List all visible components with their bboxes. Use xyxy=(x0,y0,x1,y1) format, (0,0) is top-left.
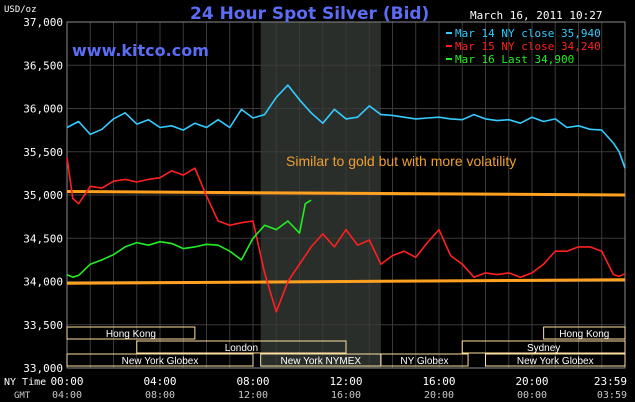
session-label: Hong Kong xyxy=(559,329,609,340)
market-sessions: Hong Kong Hong Kong London Sydney New York G… xyxy=(66,326,626,367)
legend-entry-mar14: Mar 14 NY close 35,940 xyxy=(455,27,601,40)
x-tick-label-gmt: 12:00 xyxy=(238,390,268,401)
support-lines xyxy=(66,190,626,285)
y-tick-label: 37,000 xyxy=(23,16,63,29)
chart-annotation: Similar to gold but with more volatility xyxy=(286,153,516,169)
legend-entry-mar16: Mar 16 Last 34,900 xyxy=(455,53,574,66)
x-tick-label-ny: 04:00 xyxy=(143,375,176,388)
x-tick-label-gmt: 16:00 xyxy=(331,390,361,401)
session-label: Sydney xyxy=(527,343,560,354)
x-tick-label-gmt: 08:00 xyxy=(145,390,175,401)
series-line-mar-16 xyxy=(66,199,312,279)
x-tick-label-ny: 16:00 xyxy=(422,375,455,388)
session-label: Hong Kong xyxy=(106,329,156,340)
session-label: New York Globex xyxy=(517,356,594,367)
session-label: New York NYMEX xyxy=(280,356,361,367)
session-box xyxy=(66,326,196,340)
x-tick-label-ny: 20:00 xyxy=(515,375,548,388)
session-box xyxy=(543,326,626,340)
y-axis-ticks: 33,000 33,500 34,000 34,500 35,000 35,500 36,0… xyxy=(23,16,63,375)
chart-title: 24 Hour Spot Silver (Bid) xyxy=(190,4,429,24)
gmt-row-label: GMT xyxy=(14,391,31,401)
legend: Mar 14 NY close 35,940 Mar 15 NY close 3… xyxy=(446,27,601,66)
session-box xyxy=(136,340,347,354)
gridlines xyxy=(67,21,625,369)
y-tick-label: 35,500 xyxy=(23,146,63,159)
session-label: London xyxy=(225,343,258,354)
series-line-mar-14 xyxy=(66,84,626,169)
x-axis-ticks: 00:00 04:00 04:00 08:00 08:00 12:00 12:00 16:00… xyxy=(50,375,627,401)
x-tick-label-ny: 08:00 xyxy=(236,375,269,388)
legend-entry-mar15: Mar 15 NY close 34,240 xyxy=(455,40,601,53)
series-line-mar-15 xyxy=(66,157,626,313)
session-label: NY Globex xyxy=(400,356,448,367)
x-tick-label-gmt: 04:00 xyxy=(52,390,82,401)
y-tick-label: 35,000 xyxy=(23,189,63,202)
y-tick-label: 36,500 xyxy=(23,59,63,72)
x-tick-label-gmt: 20:00 xyxy=(424,390,454,401)
y-tick-label: 34,500 xyxy=(23,232,63,245)
y-tick-label: 33,000 xyxy=(23,362,63,375)
session-box xyxy=(380,353,469,367)
x-tick-label-gmt: 03:59 xyxy=(597,390,627,401)
y-tick-label: 34,000 xyxy=(23,276,63,289)
support-line xyxy=(66,278,626,285)
x-tick-label-ny: 00:00 xyxy=(50,375,83,388)
session-box xyxy=(485,353,626,367)
session-box xyxy=(461,340,626,354)
ny-time-row-label: NY Time xyxy=(4,377,46,388)
y-tick-label: 36,000 xyxy=(23,103,63,116)
chart-datetime: March 16, 2011 10:27 xyxy=(470,9,602,22)
session-box xyxy=(66,353,254,367)
website-label: www.kitco.com xyxy=(72,41,209,60)
y-tick-label: 33,500 xyxy=(23,319,63,332)
x-tick-label-gmt: 00:00 xyxy=(517,390,547,401)
x-tick-label-ny: 23:59 xyxy=(594,375,627,388)
unit-label: USD/oz xyxy=(4,5,37,15)
support-line xyxy=(66,190,626,197)
x-tick-label-ny: 12:00 xyxy=(329,375,362,388)
price-series xyxy=(66,84,626,313)
session-label: New York Globex xyxy=(122,356,199,367)
